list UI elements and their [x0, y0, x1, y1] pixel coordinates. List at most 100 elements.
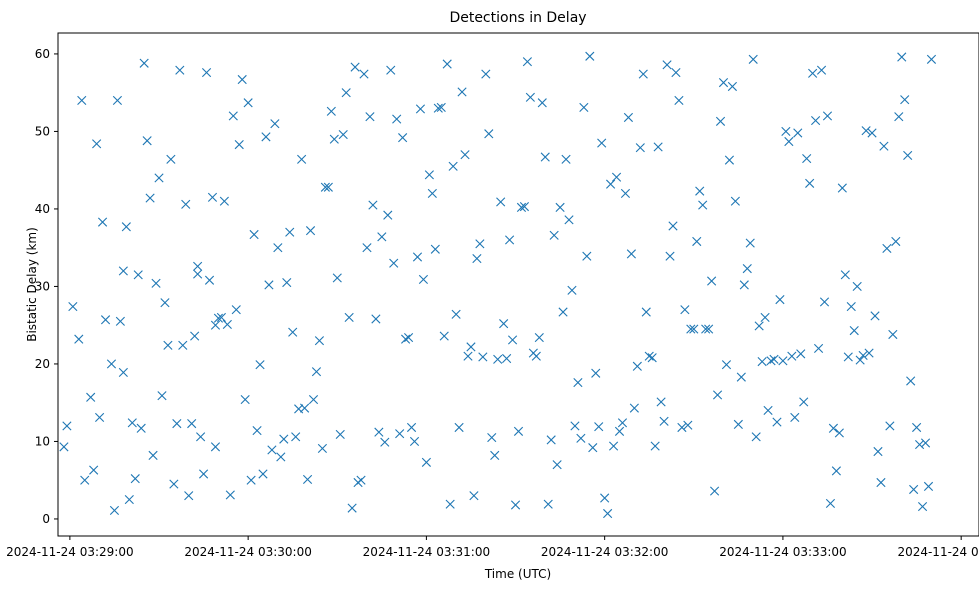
data-point — [291, 432, 301, 442]
y-axis-ticks: 0 10 20 30 40 50 60 — [35, 47, 58, 526]
data-point — [686, 324, 696, 334]
data-point — [790, 412, 800, 423]
data-point — [228, 111, 238, 121]
data-point — [712, 390, 723, 400]
data-point — [594, 422, 604, 432]
data-point — [787, 351, 797, 361]
data-point — [900, 95, 910, 105]
data-point — [603, 508, 613, 519]
data-point — [561, 154, 571, 164]
data-point — [760, 312, 770, 323]
data-point — [906, 376, 916, 386]
data-point — [879, 141, 889, 151]
data-point — [698, 200, 708, 210]
data-point — [344, 312, 354, 323]
data-point — [748, 54, 758, 64]
data-point — [326, 106, 336, 116]
chart-title: Detections in Delay — [449, 10, 586, 26]
data-point — [481, 69, 491, 79]
data-point — [531, 351, 541, 361]
data-point — [888, 329, 898, 340]
data-point — [285, 227, 295, 237]
data-point — [914, 439, 925, 450]
data-point — [62, 421, 72, 431]
data-point — [92, 139, 102, 149]
data-point — [412, 252, 423, 262]
data-point — [671, 67, 681, 78]
data-point — [258, 469, 268, 479]
data-point — [579, 102, 589, 112]
data-point — [320, 182, 330, 192]
data-point — [264, 280, 274, 290]
data-point — [190, 331, 200, 341]
data-point — [115, 316, 125, 326]
data-point — [332, 273, 342, 283]
data-point — [395, 429, 405, 439]
data-point — [591, 368, 601, 378]
data-point — [638, 69, 648, 79]
data-point — [813, 343, 824, 354]
data-point — [701, 324, 711, 334]
x-axis-ticks: 2024-11-24 03:29:00 2024-11-24 03:30:00 20… — [6, 536, 979, 559]
data-point — [362, 243, 372, 253]
data-point — [249, 229, 259, 240]
data-point — [196, 432, 206, 442]
data-point — [201, 67, 212, 78]
data-point — [213, 313, 224, 323]
data-point — [585, 51, 595, 61]
data-point — [852, 281, 862, 292]
data-point — [567, 285, 577, 295]
data-point — [207, 192, 218, 202]
data-point — [184, 491, 194, 501]
data-point — [380, 437, 390, 447]
data-point — [709, 486, 720, 496]
data-point — [323, 182, 333, 192]
data-point — [95, 412, 105, 423]
data-point — [475, 239, 485, 249]
data-point — [570, 421, 580, 431]
data-point — [484, 129, 494, 139]
data-point — [552, 460, 562, 470]
data-point — [650, 441, 660, 451]
data-point — [724, 155, 735, 165]
data-point — [457, 87, 467, 97]
data-point — [510, 500, 521, 510]
data-point — [166, 154, 176, 164]
data-point — [341, 88, 351, 98]
data-point — [897, 52, 907, 62]
data-point — [469, 491, 479, 501]
data-point — [172, 419, 182, 429]
data-point — [401, 334, 411, 344]
data-point — [849, 326, 859, 336]
data-point — [219, 196, 229, 206]
data-point — [409, 436, 420, 447]
data-point — [237, 74, 247, 85]
data-point — [210, 320, 221, 330]
data-point — [513, 426, 524, 436]
data-point — [715, 116, 726, 126]
data-point — [549, 230, 559, 240]
data-point — [403, 333, 414, 343]
data-point — [297, 154, 307, 164]
data-point — [751, 432, 761, 442]
data-point — [305, 226, 316, 236]
data-point — [894, 112, 904, 122]
x-tick-label: 2024-11-24 03:34:00 — [897, 545, 979, 559]
data-point — [727, 81, 737, 92]
data-point — [300, 403, 310, 413]
plot-frame — [57, 32, 979, 537]
data-point — [733, 419, 743, 429]
data-point — [923, 481, 934, 491]
data-point — [525, 92, 535, 102]
data-point — [317, 443, 328, 454]
data-point — [377, 232, 387, 242]
data-point — [926, 54, 937, 64]
data-point — [142, 136, 152, 146]
data-point — [742, 264, 752, 274]
data-point — [424, 170, 434, 180]
data-point — [178, 340, 188, 350]
data-point — [442, 59, 452, 69]
data-point — [118, 266, 128, 276]
data-point — [493, 354, 503, 364]
